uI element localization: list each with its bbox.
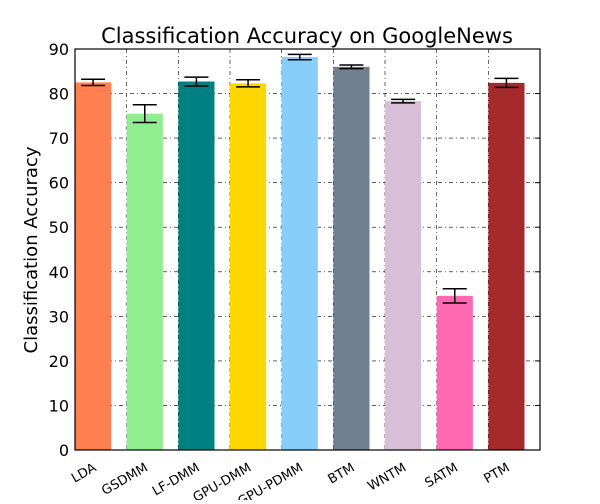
y-axis-label: Classification Accuracy <box>21 146 42 353</box>
bar <box>488 82 525 451</box>
plot-frame <box>74 48 541 451</box>
bar <box>178 81 215 450</box>
y-tick-label: 40 <box>49 263 69 282</box>
bar <box>126 113 163 450</box>
y-tick-label: 30 <box>49 307 69 326</box>
bar <box>385 101 422 450</box>
bar <box>75 82 112 451</box>
y-tick-label: 80 <box>49 85 69 104</box>
chart-title: Classification Accuracy on GoogleNews <box>101 24 513 48</box>
y-tick-label: 20 <box>49 352 69 371</box>
bar <box>230 83 267 451</box>
y-tick-label: 0 <box>59 441 69 460</box>
y-tick-label: 50 <box>49 218 69 237</box>
y-tick-label: 90 <box>49 40 69 59</box>
bar <box>281 57 318 451</box>
y-tick-label: 70 <box>49 129 69 148</box>
y-tick-label: 60 <box>49 174 69 193</box>
bar <box>436 295 473 450</box>
y-tick-label: 10 <box>49 396 69 415</box>
bar <box>333 66 370 451</box>
